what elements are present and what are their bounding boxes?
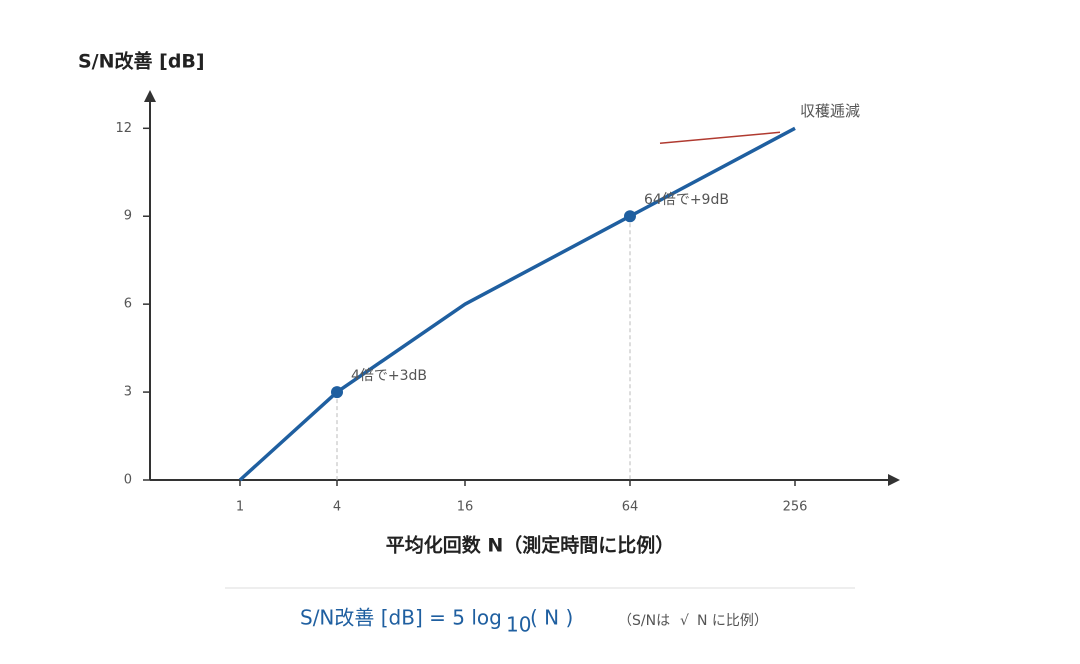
y-tick-label: 0: [124, 473, 132, 488]
x-tick-label: 64: [622, 500, 639, 515]
y-tick-label: 9: [124, 209, 132, 224]
y-axis-arrow: [144, 90, 156, 102]
trend-line: [659, 131, 781, 145]
highlight-point: [624, 210, 636, 223]
highlight-point: [331, 386, 343, 399]
y-tick-label: 12: [115, 121, 132, 136]
formula-arg: ( N ): [530, 606, 573, 630]
x-tick-label: 4: [333, 500, 341, 515]
x-axis-label: 平均化回数 N（測定時間に比例）: [386, 534, 675, 557]
y-tick-label: 3: [124, 385, 132, 400]
formula-note: （S/Nは: [618, 613, 670, 629]
y-axis-label: S/N改善 [dB]: [78, 50, 205, 73]
line-series: [238, 126, 796, 482]
formula-main: S/N改善 [dB] = 5 log: [300, 606, 502, 630]
trend-note: 収穫逓減: [800, 102, 860, 120]
y-tick-label: 6: [124, 297, 132, 312]
formula-base: 10: [506, 613, 531, 637]
x-tick-label: 1: [236, 500, 244, 515]
x-tick-label: 16: [457, 500, 474, 515]
formula-root: √: [680, 613, 689, 629]
formula-note-end: N に比例）: [697, 613, 768, 629]
annotation: 64倍で+9dB: [644, 192, 729, 208]
x-tick-label: 256: [783, 500, 808, 515]
annotation: 4倍で+3dB: [351, 368, 427, 384]
x-axis-arrow: [888, 474, 900, 486]
